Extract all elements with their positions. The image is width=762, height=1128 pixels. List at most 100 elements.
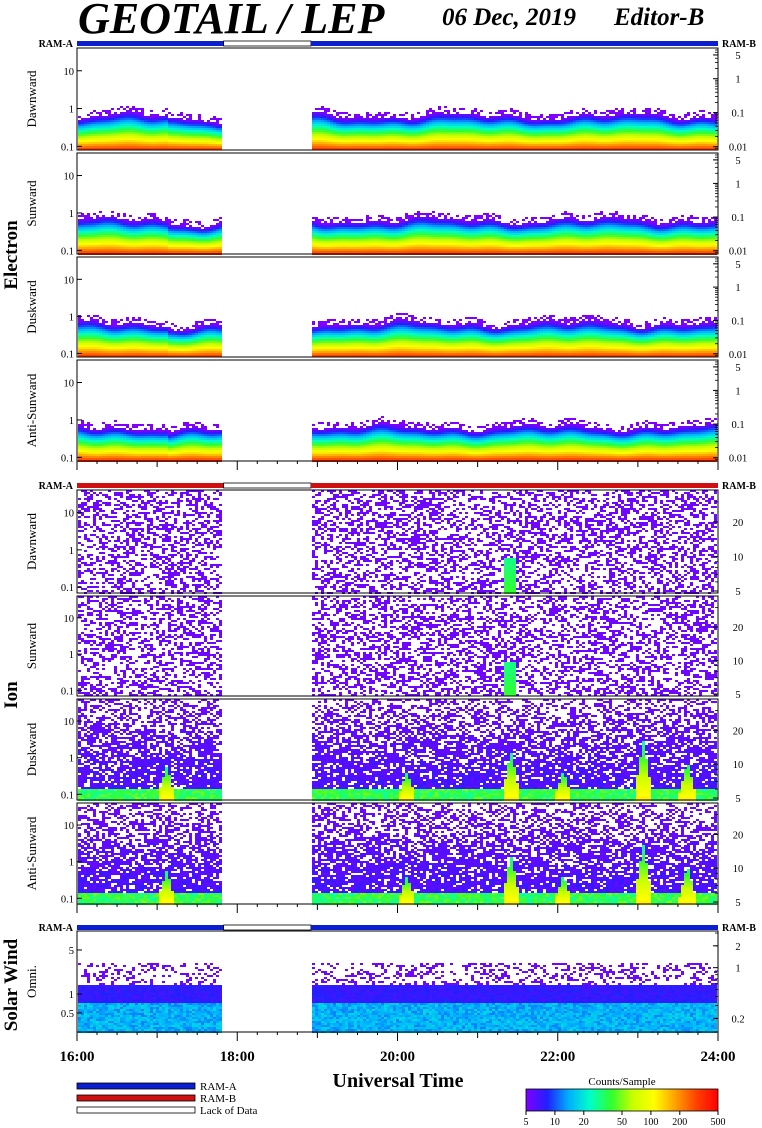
right-tick-label: 2 (735, 942, 740, 953)
left-tick-label: 0.1 (61, 349, 74, 360)
left-tick-label: 0.1 (61, 142, 74, 153)
left-tick-label: 1 (69, 650, 74, 661)
right-tick-label: 5 (735, 156, 740, 167)
legend-label: Lack of Data (200, 1105, 258, 1117)
group-label: Electron (1, 220, 22, 290)
legend-label: RAM-A (200, 1081, 237, 1093)
right-tick-label: 0.1 (731, 420, 744, 431)
x-tick-label: 20:00 (380, 1049, 415, 1065)
colorbar-tick-label: 500 (711, 1117, 726, 1128)
right-tick-label: 20 (733, 726, 744, 737)
mode-bar-left-label: RAM-A (39, 481, 74, 492)
mode-bar-segment (311, 41, 718, 46)
left-tick-label: 10 (64, 379, 75, 390)
panel-label: Dawnward (24, 70, 39, 128)
left-tick-label: 0.1 (61, 583, 74, 594)
left-tick-label: 0.1 (61, 790, 74, 801)
panel-label: Anti-Sunward (24, 816, 39, 890)
right-tick-label: 10 (733, 760, 744, 771)
right-tick-label: 0.01 (729, 350, 747, 361)
colorbar-tick-label: 5 (524, 1117, 529, 1128)
mode-bar-left-label: RAM-A (39, 39, 74, 50)
left-tick-label: 1 (69, 209, 74, 220)
left-tick-label: 0.1 (61, 894, 74, 905)
left-tick-label: 1 (69, 858, 74, 869)
left-tick-label: 10 (64, 172, 75, 183)
mode-bar-right-label: RAM-B (722, 481, 756, 492)
left-tick-label: 10 (64, 508, 75, 519)
right-tick-label: 5 (735, 898, 740, 909)
right-tick-label: 1 (735, 964, 740, 975)
mode-bar-segment (77, 925, 224, 930)
right-tick-label: 20 (733, 830, 744, 841)
colorbar-tick-label: 200 (672, 1117, 687, 1128)
right-tick-label: 10 (733, 864, 744, 875)
mode-bar-left-label: RAM-A (39, 923, 74, 934)
panel-ion-anti-sunward: Anti-Sunward 10 1 0.1 20 10 5 (24, 803, 743, 909)
left-tick-label: 0.1 (61, 246, 74, 257)
mode-bar-segment (77, 41, 224, 46)
colorbar-tick-label: 20 (579, 1117, 589, 1128)
left-tick-label: 1 (69, 416, 74, 427)
right-tick-label: 0.1 (731, 109, 744, 120)
panel-label: Sunward (24, 622, 39, 669)
mode-bar-right-label: RAM-B (722, 923, 756, 934)
x-axis-label: Universal Time (333, 1070, 464, 1092)
right-tick-label: 10 (733, 657, 744, 668)
right-tick-label: 1 (735, 386, 740, 397)
panel-label: Anti-Sunward (24, 373, 39, 447)
right-tick-label: 0.01 (729, 143, 747, 154)
time-ticks (77, 461, 718, 470)
legend-swatch (77, 1083, 195, 1089)
x-tick-label: 16:00 (60, 1049, 95, 1065)
mode-bar-gap (224, 483, 311, 488)
right-tick-label: 5 (735, 363, 740, 374)
mode-bar-segment (311, 925, 718, 930)
right-tick-label: 0.1 (731, 213, 744, 224)
figure-title: GEOTAIL / LEP (78, 0, 386, 43)
left-tick-label: 1 (69, 312, 74, 323)
left-tick-label: 0.1 (61, 686, 74, 697)
right-tick-label: 0.1 (731, 316, 744, 327)
right-tick-label: 1 (735, 75, 740, 86)
mode-bar-gap (224, 925, 311, 930)
panel-label: Duskward (24, 280, 39, 334)
panel-electron-duskward: Duskward 10 1 0.1 5 1 0.1 0.01 (24, 257, 747, 361)
left-tick-label: 1 (69, 754, 74, 765)
figure-date: 06 Dec, 2019 (442, 4, 576, 31)
panel-label: Duskward (24, 722, 39, 776)
x-tick-label: 22:00 (540, 1049, 575, 1065)
legend-swatch (77, 1107, 195, 1113)
colorbar-gradient (526, 1089, 718, 1111)
right-tick-label: 0.01 (729, 454, 747, 465)
right-tick-label: 5 (735, 587, 740, 598)
left-tick-label: 1 (69, 546, 74, 557)
colorbar-tick-label: 50 (617, 1117, 627, 1128)
right-tick-label: 5 (735, 260, 740, 271)
right-tick-label: 1 (735, 283, 740, 294)
panel-label: Dawnward (24, 512, 39, 570)
mode-bar-3: RAM-A RAM-B (39, 923, 757, 934)
mode-bar-right-label: RAM-B (722, 39, 756, 50)
left-tick-label: 1 (69, 105, 74, 116)
colorbar-tick-label: 10 (550, 1117, 560, 1128)
right-tick-label: 5 (735, 51, 740, 62)
left-tick-label: 10 (64, 717, 75, 728)
left-tick-label: 10 (64, 275, 75, 286)
group-label: Solar Wind (1, 938, 22, 1031)
legend-swatch (77, 1095, 195, 1101)
figure-editor: Editor-B (613, 4, 704, 31)
panel-label: Omni. (24, 965, 39, 998)
mode-bar-segment (77, 483, 224, 488)
left-tick-label: 10 (64, 821, 75, 832)
right-tick-label: 20 (733, 623, 744, 634)
colorbar-title: Counts/Sample (588, 1076, 655, 1088)
